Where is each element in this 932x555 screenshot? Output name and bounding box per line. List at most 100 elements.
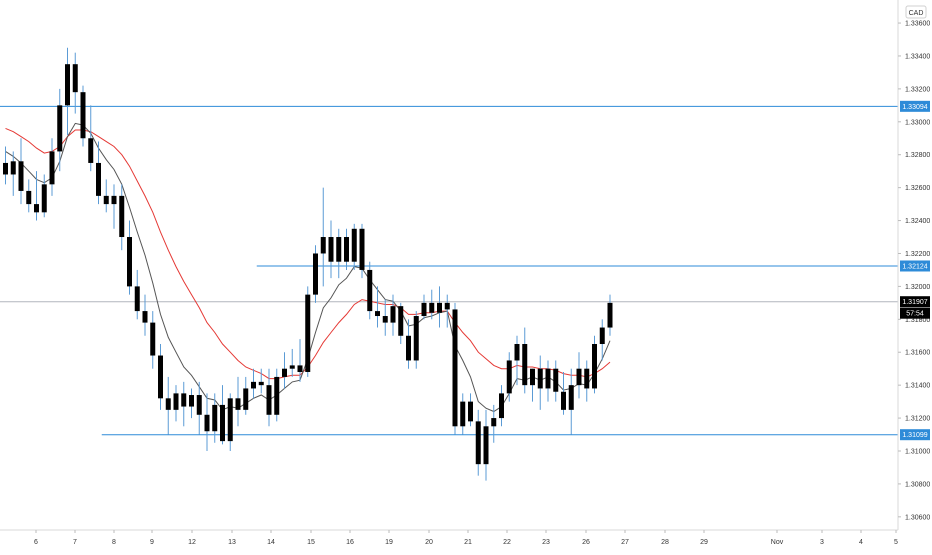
- candle-body[interactable]: [351, 228, 357, 262]
- candle-body[interactable]: [72, 64, 78, 93]
- candle-body[interactable]: [142, 311, 148, 323]
- candle-body[interactable]: [599, 327, 605, 345]
- candle-body[interactable]: [49, 151, 55, 185]
- y-tick-label: 1.32400: [905, 218, 930, 225]
- candle-body[interactable]: [553, 368, 559, 392]
- y-tick-label: 1.32200: [905, 251, 930, 258]
- candle-body[interactable]: [111, 195, 117, 205]
- current-price-label: 1.31907: [902, 299, 927, 306]
- x-tick-label: Nov: [771, 539, 784, 546]
- candle-body[interactable]: [80, 92, 86, 139]
- candle-body[interactable]: [452, 309, 458, 427]
- candle-body[interactable]: [514, 344, 520, 361]
- candle-body[interactable]: [165, 398, 171, 410]
- candle-body[interactable]: [475, 421, 481, 465]
- candle-body[interactable]: [204, 414, 210, 432]
- y-tick-label: 1.33000: [905, 119, 930, 126]
- candle-body[interactable]: [336, 237, 342, 262]
- candle-body[interactable]: [18, 161, 24, 191]
- y-tick-label: 1.32600: [905, 185, 930, 192]
- candle-body[interactable]: [3, 162, 8, 175]
- currency-badge[interactable]: [905, 5, 927, 19]
- candle-body[interactable]: [220, 404, 225, 442]
- candle-body[interactable]: [398, 306, 404, 336]
- candle-body[interactable]: [196, 395, 202, 415]
- y-tick-label: 1.33600: [905, 21, 930, 28]
- candle-body[interactable]: [530, 368, 535, 386]
- level-tag: [900, 260, 930, 272]
- candle-body[interactable]: [584, 368, 590, 389]
- candle-body[interactable]: [41, 184, 47, 213]
- candle-body[interactable]: [173, 393, 179, 410]
- candle-body[interactable]: [491, 418, 497, 427]
- candle-body[interactable]: [227, 398, 233, 442]
- candle-body[interactable]: [297, 365, 303, 372]
- candle-body[interactable]: [134, 286, 140, 312]
- x-tick-label: 3: [820, 539, 824, 546]
- y-tick-label: 1.31000: [905, 448, 930, 455]
- candle-body[interactable]: [88, 138, 94, 163]
- candle-body[interactable]: [181, 393, 187, 407]
- x-tick-label: 29: [700, 539, 708, 546]
- x-tick-label: 22: [503, 539, 511, 546]
- candle-body[interactable]: [158, 355, 163, 399]
- x-tick-label: 26: [582, 539, 590, 546]
- y-tick-label: 1.31800: [905, 317, 930, 324]
- candle-body[interactable]: [367, 269, 373, 312]
- candle-body[interactable]: [561, 391, 566, 410]
- y-tick-label: 1.31200: [905, 416, 930, 423]
- x-tick-label: 14: [267, 539, 275, 546]
- candle-body[interactable]: [406, 335, 411, 361]
- candle-body[interactable]: [251, 381, 256, 389]
- candle-body[interactable]: [359, 228, 365, 270]
- candle-body[interactable]: [10, 161, 16, 175]
- candle-body[interactable]: [235, 398, 241, 410]
- countdown-tag: [900, 307, 930, 319]
- candle-body[interactable]: [274, 376, 280, 415]
- candle-body[interactable]: [189, 395, 194, 407]
- candle-body[interactable]: [607, 302, 613, 328]
- candle-body[interactable]: [421, 302, 427, 317]
- candle-body[interactable]: [545, 368, 551, 389]
- candle-body[interactable]: [313, 253, 318, 295]
- candle-body[interactable]: [96, 162, 101, 196]
- candle-body[interactable]: [444, 302, 450, 310]
- candle-body[interactable]: [150, 322, 156, 356]
- candle-body[interactable]: [382, 316, 388, 323]
- candle-body[interactable]: [429, 302, 435, 313]
- candle-body[interactable]: [328, 237, 334, 262]
- candle-body[interactable]: [499, 393, 504, 419]
- x-tick-label: 8: [112, 539, 116, 546]
- candle-body[interactable]: [437, 302, 442, 313]
- candle-body[interactable]: [537, 368, 543, 389]
- candle-body[interactable]: [390, 306, 396, 323]
- candle-body[interactable]: [289, 365, 295, 369]
- candle-body[interactable]: [506, 360, 512, 394]
- candle-body[interactable]: [258, 381, 264, 386]
- candle-body[interactable]: [282, 368, 287, 377]
- candle-body[interactable]: [305, 294, 311, 372]
- x-tick-label: 12: [188, 539, 196, 546]
- candle-body[interactable]: [468, 401, 473, 422]
- candle-body[interactable]: [320, 237, 326, 254]
- candle-body[interactable]: [65, 64, 70, 106]
- candle-body[interactable]: [522, 344, 528, 386]
- candle-body[interactable]: [212, 404, 218, 432]
- candle-body[interactable]: [26, 190, 32, 205]
- candle-body[interactable]: [568, 385, 574, 410]
- candle-body[interactable]: [243, 388, 249, 410]
- candle-body[interactable]: [592, 344, 597, 389]
- candle-body[interactable]: [413, 316, 419, 361]
- candle-body[interactable]: [103, 195, 109, 205]
- candle-body[interactable]: [460, 401, 466, 427]
- candle-body[interactable]: [344, 237, 349, 262]
- candle-body[interactable]: [375, 311, 380, 317]
- candle-body[interactable]: [483, 426, 489, 465]
- candle-body[interactable]: [119, 195, 125, 238]
- candle-body[interactable]: [576, 368, 582, 386]
- candle-body[interactable]: [127, 237, 132, 287]
- candle-body[interactable]: [57, 105, 63, 152]
- candle-body[interactable]: [266, 385, 272, 415]
- candle-body[interactable]: [34, 204, 39, 213]
